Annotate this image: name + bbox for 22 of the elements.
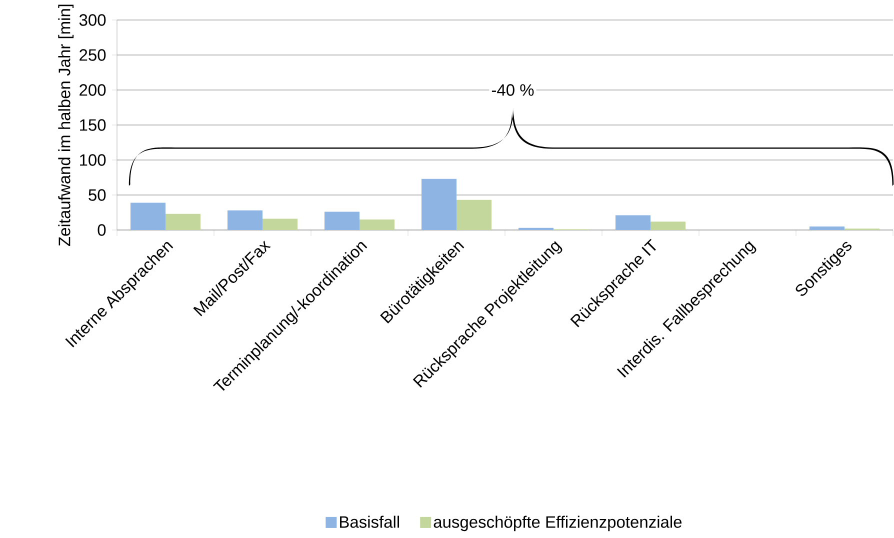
bar xyxy=(360,220,394,230)
y-tick-label: 100 xyxy=(80,154,106,166)
bar xyxy=(456,200,492,230)
y-tick-label: 150 xyxy=(80,119,106,131)
bar xyxy=(324,212,360,230)
bar xyxy=(422,178,456,230)
bar xyxy=(810,226,844,230)
bar xyxy=(262,218,298,230)
bar xyxy=(130,202,166,230)
y-tick-label: 200 xyxy=(80,84,106,96)
legend-label: Basisfall xyxy=(340,516,399,528)
y-axis-title: Zeitaufwand im halben Jahr [min] xyxy=(58,4,74,246)
y-tick-label: 0 xyxy=(98,224,106,236)
y-tick-label: 250 xyxy=(80,49,106,61)
bar xyxy=(650,222,686,230)
bar xyxy=(616,215,650,230)
legend-label: ausgeschöpfte Effizienzpotenziale xyxy=(434,516,682,532)
y-tick-label: 50 xyxy=(88,189,106,201)
bar xyxy=(166,214,201,230)
annotation: -40 % xyxy=(492,84,534,96)
y-tick-label: 300 xyxy=(79,14,106,26)
bar xyxy=(228,210,262,230)
